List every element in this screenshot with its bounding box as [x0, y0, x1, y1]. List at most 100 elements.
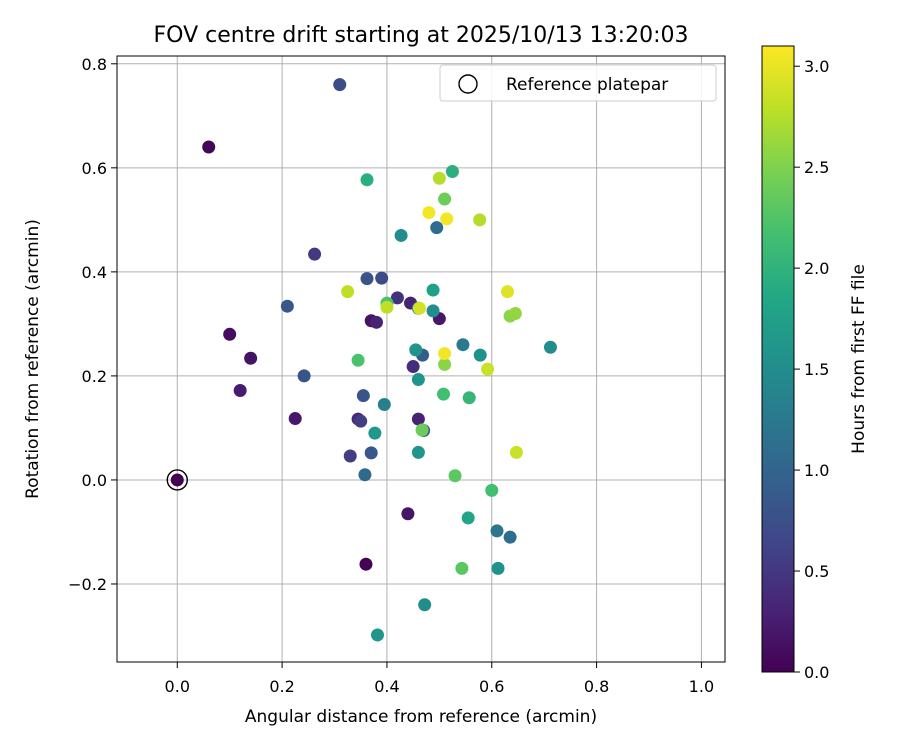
colorbar-tick-label: 2.0 [804, 259, 829, 278]
data-point [406, 360, 420, 374]
x-tick-label: 1.0 [689, 677, 714, 696]
data-point [369, 315, 383, 329]
data-point [415, 423, 429, 437]
data-point [233, 383, 247, 397]
legend: Reference platepar [439, 64, 717, 102]
data-point [481, 362, 495, 376]
colorbar-tick-label: 1.0 [804, 461, 829, 480]
y-tick-label: 0.0 [82, 471, 107, 490]
plot-frame [116, 55, 726, 663]
data-point [491, 561, 505, 575]
y-tick-label: −0.2 [68, 575, 107, 594]
data-point [432, 171, 446, 185]
data-points [202, 78, 557, 642]
data-point [377, 398, 391, 412]
data-point [437, 387, 451, 401]
legend-box [439, 64, 717, 102]
data-point [462, 391, 476, 405]
data-point [380, 300, 394, 314]
chart-title: FOV centre drift starting at 2025/10/13 … [154, 23, 689, 48]
data-point [448, 469, 462, 483]
x-axis-label: Angular distance from reference (arcmin) [245, 707, 597, 727]
data-point [503, 530, 517, 544]
data-point [445, 164, 459, 178]
data-point [356, 389, 370, 403]
colorbar-tick-label: 0.5 [804, 562, 829, 581]
data-point [364, 446, 378, 460]
data-point [360, 173, 374, 187]
y-tick-label: 0.4 [82, 263, 107, 282]
y-axis-ticks: −0.2 0.0 0.2 0.4 0.6 0.8 [68, 55, 117, 594]
x-tick-label: 0.4 [374, 677, 399, 696]
data-point [401, 507, 415, 521]
data-point [375, 271, 389, 285]
reference-point [170, 473, 184, 487]
colorbar-tick-label: 2.5 [804, 158, 829, 177]
data-point [359, 557, 373, 571]
data-point [473, 348, 487, 362]
x-tick-label: 0.8 [584, 677, 609, 696]
data-point [426, 283, 440, 297]
data-point [202, 140, 216, 154]
y-tick-label: 0.6 [82, 159, 107, 178]
data-point [426, 304, 440, 318]
colorbar-tick-label: 1.5 [804, 360, 829, 379]
data-point [358, 468, 372, 482]
colorbar-ticks: 0.0 0.5 1.0 1.5 2.0 2.5 3.0 [794, 57, 829, 682]
y-tick-label: 0.2 [82, 367, 107, 386]
data-point [500, 285, 514, 299]
x-tick-label: 0.6 [479, 677, 504, 696]
y-tick-label: 0.8 [82, 55, 107, 74]
data-point [280, 299, 294, 313]
colorbar-label: Hours from first FF file [849, 264, 869, 454]
x-tick-label: 0.0 [165, 677, 190, 696]
data-point [288, 412, 302, 426]
data-point [422, 206, 436, 220]
data-point [297, 369, 311, 383]
data-point [354, 414, 368, 428]
x-axis-ticks: 0.0 0.2 0.4 0.6 0.8 1.0 [165, 662, 714, 696]
legend-entry-reference: Reference platepar [506, 75, 668, 95]
data-point [440, 212, 454, 226]
data-point [438, 357, 452, 371]
data-point [390, 291, 404, 305]
y-axis-label: Rotation from reference (arcmin) [23, 219, 43, 499]
data-point [343, 449, 357, 463]
data-point [409, 343, 423, 357]
data-point [485, 483, 499, 497]
data-point [455, 561, 469, 575]
data-point [308, 247, 322, 261]
data-point [394, 228, 408, 242]
data-point [351, 353, 365, 367]
data-point [509, 445, 523, 459]
reference-marker-layer [166, 469, 188, 491]
data-point [456, 338, 470, 352]
data-point [508, 306, 522, 320]
data-point [411, 373, 425, 387]
data-point [360, 272, 374, 286]
data-point [341, 285, 355, 299]
data-point [430, 221, 444, 235]
data-point [370, 628, 384, 642]
data-point [418, 598, 432, 612]
data-point [412, 301, 426, 315]
legend-reference-marker [458, 74, 478, 94]
data-point [461, 511, 475, 525]
data-point [438, 347, 452, 361]
data-point [411, 445, 425, 459]
data-point [438, 192, 452, 206]
data-point [490, 524, 504, 538]
data-point [244, 351, 258, 365]
data-point [333, 78, 347, 92]
reference-platepar-marker [166, 469, 188, 491]
data-point [223, 327, 237, 341]
data-point [543, 340, 557, 354]
data-point [473, 213, 487, 227]
colorbar [761, 45, 795, 673]
x-tick-label: 0.2 [269, 677, 294, 696]
data-point [411, 412, 425, 426]
colorbar-tick-label: 3.0 [804, 57, 829, 76]
colorbar-tick-label: 0.0 [804, 663, 829, 682]
data-point [368, 426, 382, 440]
